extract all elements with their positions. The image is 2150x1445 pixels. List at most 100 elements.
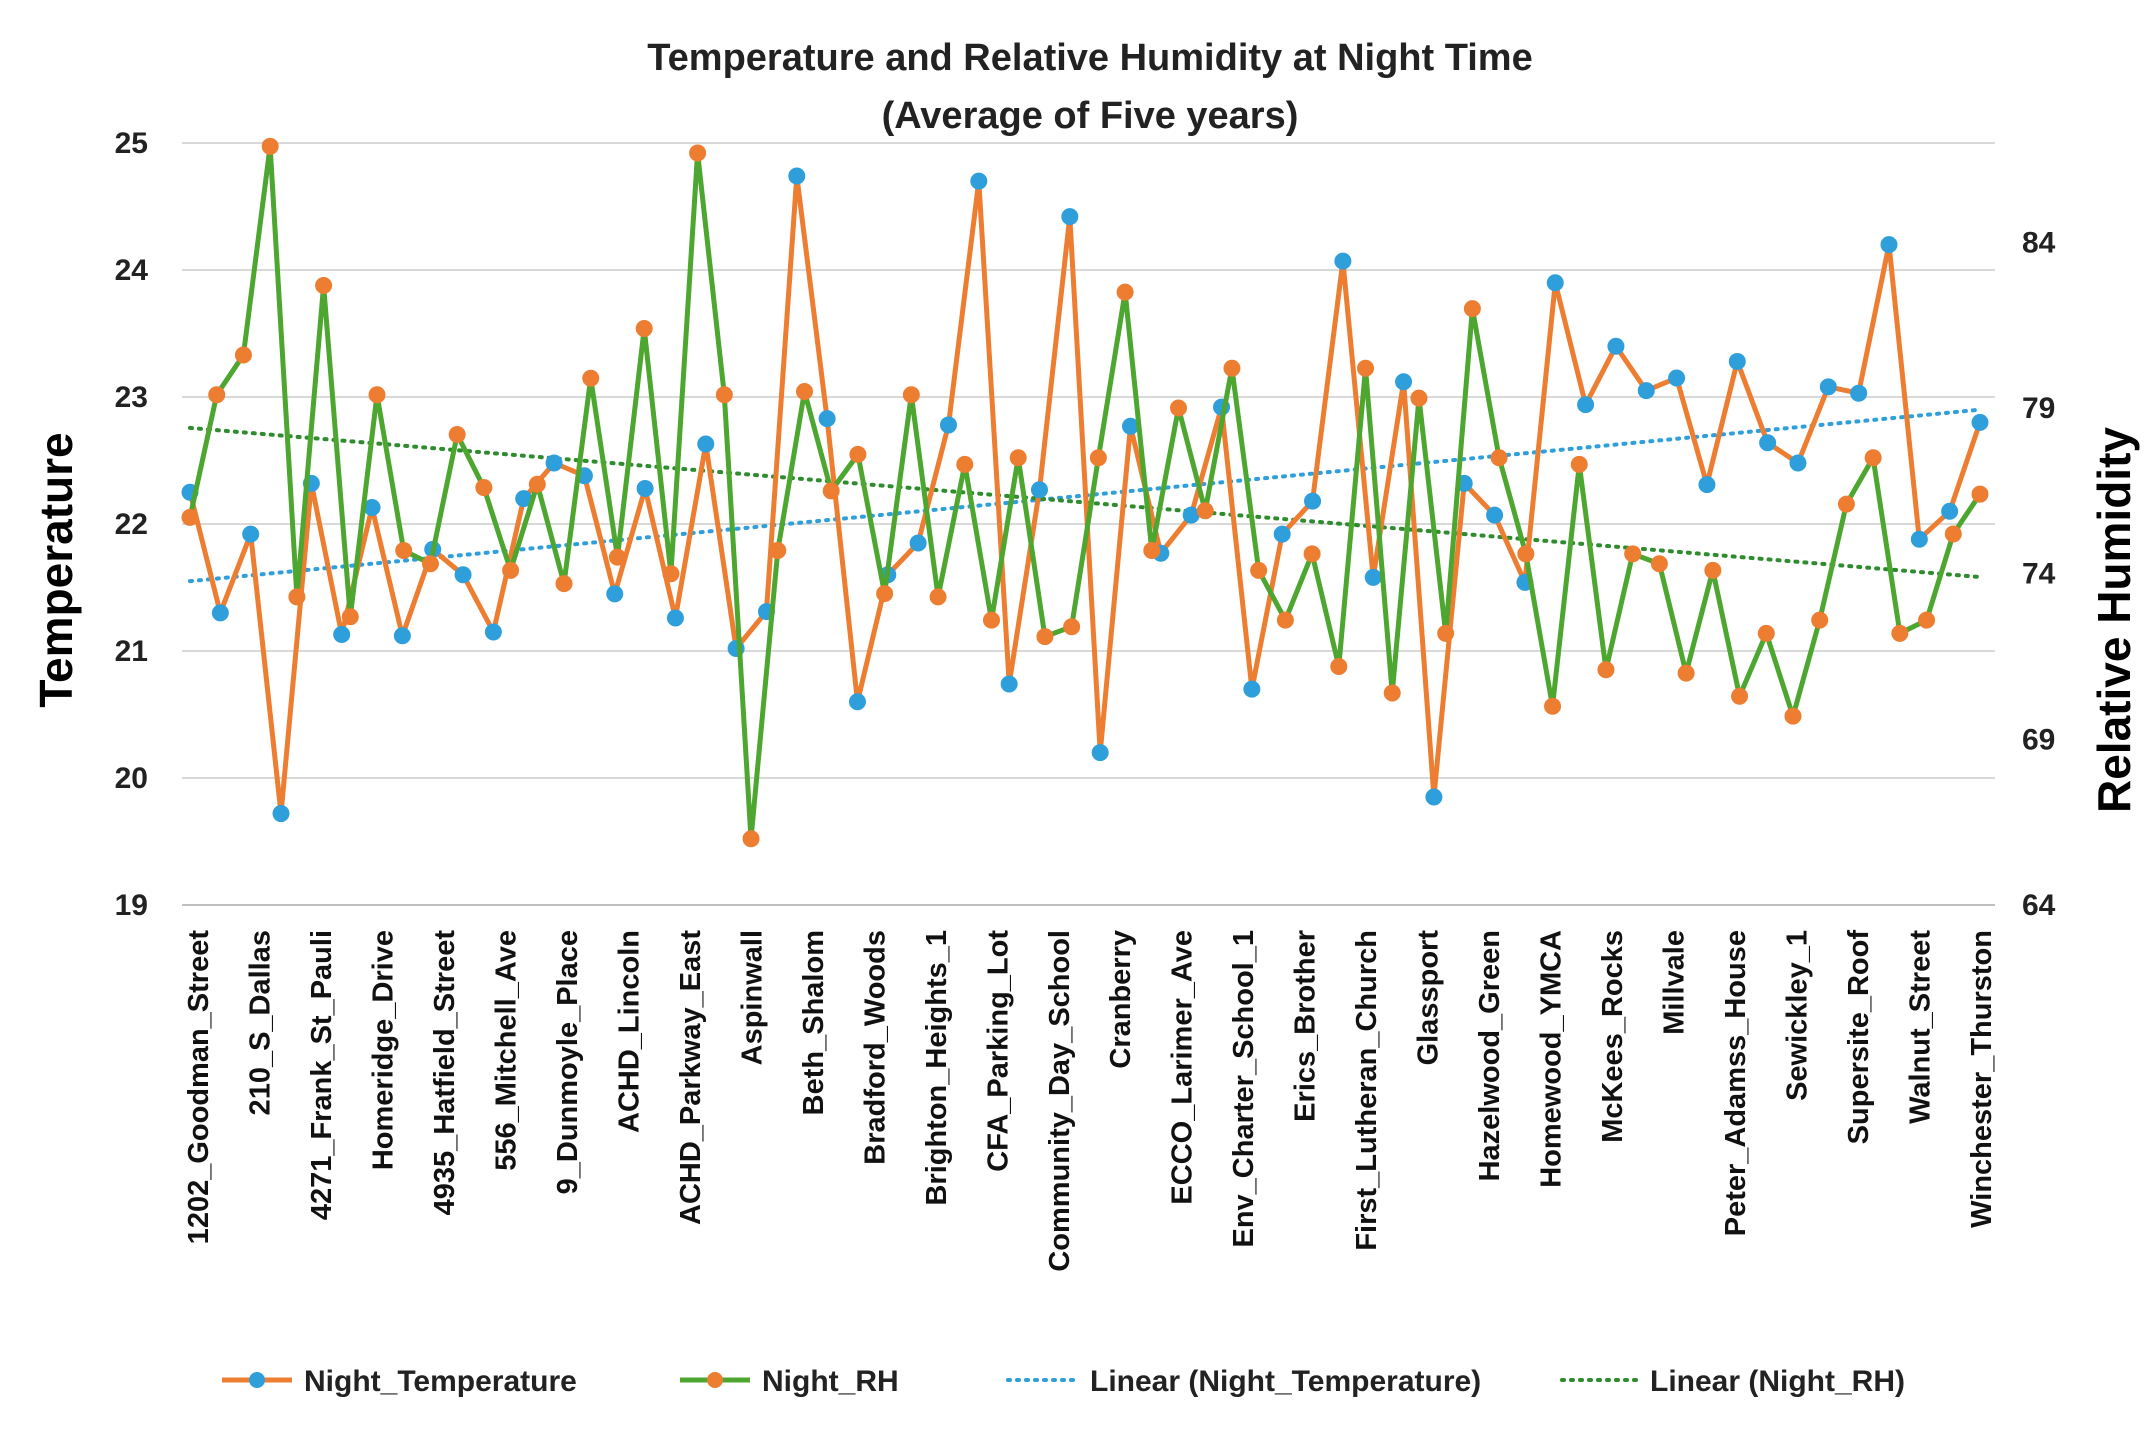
data-point-Night_RH (1063, 618, 1081, 636)
data-point-Night_RH (1544, 697, 1562, 715)
data-point-Night_RH (1437, 624, 1455, 642)
data-point-Night_RH (315, 276, 333, 294)
data-point-Night_Temperature (1971, 413, 1989, 431)
data-point-Night_Temperature (1425, 788, 1443, 806)
x-tick-label: 4935_Hatfield_Street (429, 930, 461, 1216)
data-point-Night_RH (234, 346, 252, 364)
data-point-Night_RH (582, 369, 600, 387)
data-point-Night_Temperature (1637, 382, 1655, 400)
x-tick-label: Winchester_Thurston (1966, 930, 1998, 1228)
data-point-Night_RH (1170, 399, 1188, 417)
data-point-Night_RH (1463, 300, 1481, 318)
data-point-Night_RH (181, 508, 199, 526)
x-tick-label: Glassport (1413, 930, 1445, 1066)
data-series (181, 137, 1989, 848)
data-point-Night_Temperature (1577, 396, 1595, 414)
y-tick-right: 84 (2022, 226, 2056, 259)
data-point-Night_RH (1517, 545, 1535, 563)
data-point-Night_RH (1837, 495, 1855, 513)
data-point-Night_Temperature (545, 454, 563, 472)
x-tick-label: 556_Mitchell_Ave (490, 930, 522, 1171)
legend-marker (249, 1372, 265, 1388)
data-point-Night_Temperature (1182, 506, 1200, 524)
y-axis-left-label: Temperature (30, 432, 82, 707)
data-point-Night_RH (1864, 449, 1882, 467)
y-ticks-left: 19 20 21 22 23 24 25 (115, 127, 149, 922)
data-point-Night_RH (1196, 502, 1214, 520)
data-point-Night_RH (742, 830, 760, 848)
data-point-Night_RH (528, 475, 546, 493)
y-axis-right-label: Relative Humidity (2088, 427, 2140, 813)
data-point-Night_RH (822, 482, 840, 500)
x-tick-label: Bradford_Woods (859, 930, 891, 1165)
legend-label: Linear (Night_RH) (1650, 1365, 1905, 1398)
legend-item: Night_Temperature (222, 1365, 577, 1398)
data-point-Night_Temperature (788, 167, 806, 185)
legend: Night_Temperature Night_RH Linear (Night_T… (222, 1365, 1905, 1398)
data-point-Night_RH (1303, 545, 1321, 563)
data-point-Night_Temperature (1364, 568, 1382, 586)
y-tick-left: 20 (115, 762, 148, 795)
data-point-Night_Temperature (211, 604, 229, 622)
legend-marker (707, 1372, 723, 1388)
data-point-Night_RH (769, 542, 787, 560)
data-point-Night_Temperature (1334, 252, 1352, 270)
data-point-Night_RH (1116, 283, 1134, 301)
data-point-Night_RH (1223, 359, 1241, 377)
data-point-Night_RH (1357, 359, 1375, 377)
data-point-Night_RH (1276, 611, 1294, 629)
y-tick-left: 22 (115, 508, 148, 541)
y-tick-right: 74 (2022, 558, 2056, 591)
data-point-Night_RH (1624, 545, 1642, 563)
x-tick-label: Peter_Adamss_House (1720, 930, 1752, 1236)
data-point-Night_RH (795, 382, 813, 400)
data-point-Night_RH (876, 585, 894, 603)
x-tick-label: Walnut_Street (1905, 930, 1937, 1124)
y-ticks-right: 64 69 74 79 84 (2022, 226, 2056, 922)
data-point-Night_Temperature (1850, 384, 1868, 402)
data-point-Night_RH (956, 455, 974, 473)
data-point-Night_Temperature (666, 609, 684, 627)
data-point-Night_Temperature (848, 693, 866, 711)
legend-item: Linear (Night_RH) (1560, 1365, 1905, 1398)
data-point-Night_Temperature (1789, 454, 1807, 472)
data-point-Night_RH (368, 386, 386, 404)
y-tick-left: 25 (115, 127, 148, 160)
legend-label: Night_Temperature (304, 1365, 577, 1398)
data-point-Night_Temperature (1698, 476, 1716, 494)
data-point-Night_RH (1784, 707, 1802, 725)
y-tick-left: 19 (115, 889, 148, 922)
data-point-Night_RH (1009, 449, 1027, 467)
x-tick-label: Cranberry (1105, 930, 1137, 1069)
y-tick-right: 69 (2022, 723, 2055, 756)
data-point-Night_RH (502, 561, 520, 579)
x-tick-label: Homewood_YMCA (1536, 930, 1568, 1188)
data-point-Night_RH (1971, 485, 1989, 503)
x-tick-label: Aspinwall (736, 930, 768, 1065)
data-point-Night_RH (929, 588, 947, 606)
data-point-Night_Temperature (636, 479, 654, 497)
x-tick-label: 4271_Frank_St_Pauli (306, 930, 338, 1220)
gridlines (182, 142, 1995, 906)
data-point-Night_RH (1330, 657, 1348, 675)
data-point-Night_Temperature (484, 623, 502, 641)
data-point-Night_Temperature (1395, 373, 1413, 391)
x-tick-label: Brighton_Heights_1 (921, 930, 953, 1206)
y-tick-left: 23 (115, 381, 148, 414)
x-tick-label: 9_Dunmoyle_Place (552, 930, 584, 1194)
data-point-Night_Temperature (242, 525, 260, 543)
data-point-Night_Temperature (1243, 680, 1261, 698)
y-tick-right: 79 (2022, 392, 2055, 425)
data-point-Night_Temperature (1941, 502, 1959, 520)
data-point-Night_Temperature (970, 172, 988, 190)
x-tick-label: Community_Day_School (1044, 930, 1076, 1272)
data-point-Night_RH (341, 608, 359, 626)
legend-label: Night_RH (762, 1365, 899, 1398)
data-point-Night_RH (555, 575, 573, 593)
data-point-Night_RH (902, 386, 920, 404)
x-tick-label: First_Lutheran_Church (1351, 930, 1383, 1251)
data-point-Night_RH (1089, 449, 1107, 467)
data-point-Night_RH (1918, 611, 1936, 629)
data-point-Night_RH (689, 144, 707, 162)
